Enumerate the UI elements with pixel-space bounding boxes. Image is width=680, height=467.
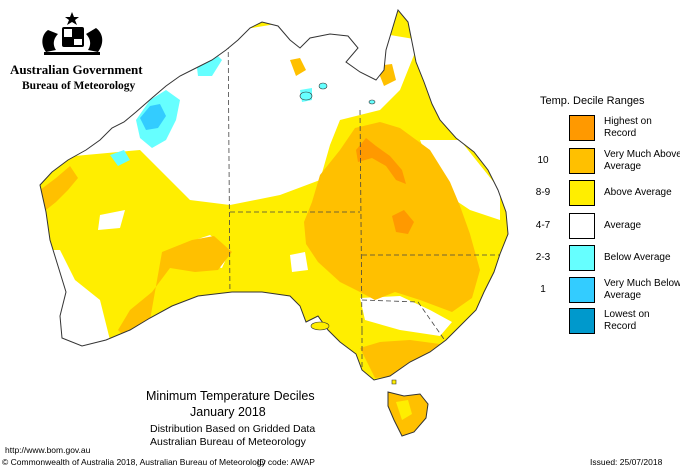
legend-label: Average [604, 220, 642, 231]
caption-line-1: Distribution Based on Gridded Data [150, 423, 316, 435]
legend-row-very-much-above: 10 Very Much Above Average [528, 148, 680, 174]
legend-label: Very Much Above Average [604, 149, 680, 172]
legend-range: 2-3 [535, 252, 551, 263]
legend-row-average: 4-7 Average [528, 213, 678, 239]
legend-swatch [569, 308, 595, 334]
legend-swatch [569, 180, 595, 206]
legend-range: 10 [537, 155, 549, 166]
legend-row-above: 8-9 Above Average [528, 180, 678, 206]
legend-range: 4-7 [535, 220, 551, 231]
legend-swatch [569, 115, 595, 141]
map-period: January 2018 [190, 405, 266, 419]
footer-copyright: © Commonwealth of Australia 2018, Austra… [2, 457, 266, 467]
legend-label: Lowest on Record [604, 309, 650, 332]
footer-issued: Issued: 25/07/2018 [590, 457, 663, 467]
australian-government-label: Australian Government [10, 62, 143, 77]
legend-row-lowest: Lowest on Record [528, 308, 678, 334]
legend-row-highest: Highest on Record [528, 115, 678, 141]
legend-label: Below Average [604, 252, 671, 263]
legend-label: Highest on Record [604, 116, 652, 139]
islands [299, 82, 376, 331]
legend-swatch [569, 245, 595, 271]
legend-swatch [569, 213, 595, 239]
legend-swatch [569, 277, 595, 303]
legend-label: Above Average [604, 187, 672, 198]
footer-url[interactable]: http://www.bom.gov.au [5, 445, 91, 455]
footer-id-code: ID code: AWAP [257, 457, 315, 467]
coat-of-arms-logo [42, 12, 103, 55]
legend-swatch [569, 148, 595, 174]
legend-title: Temp. Decile Ranges [540, 95, 645, 107]
legend-row-below: 2-3 Below Average [528, 245, 678, 271]
legend-range: 1 [540, 284, 546, 295]
legend-range: 8-9 [535, 187, 551, 198]
caption-line-2: Australian Bureau of Meteorology [150, 436, 306, 448]
bureau-label: Bureau of Meteorology [22, 80, 136, 92]
map-title: Minimum Temperature Deciles [146, 389, 315, 403]
tasmania [387, 379, 429, 437]
legend-label: Very Much Below Average [604, 278, 680, 301]
legend-row-very-much-below: 1 Very Much Below Average [528, 277, 680, 303]
